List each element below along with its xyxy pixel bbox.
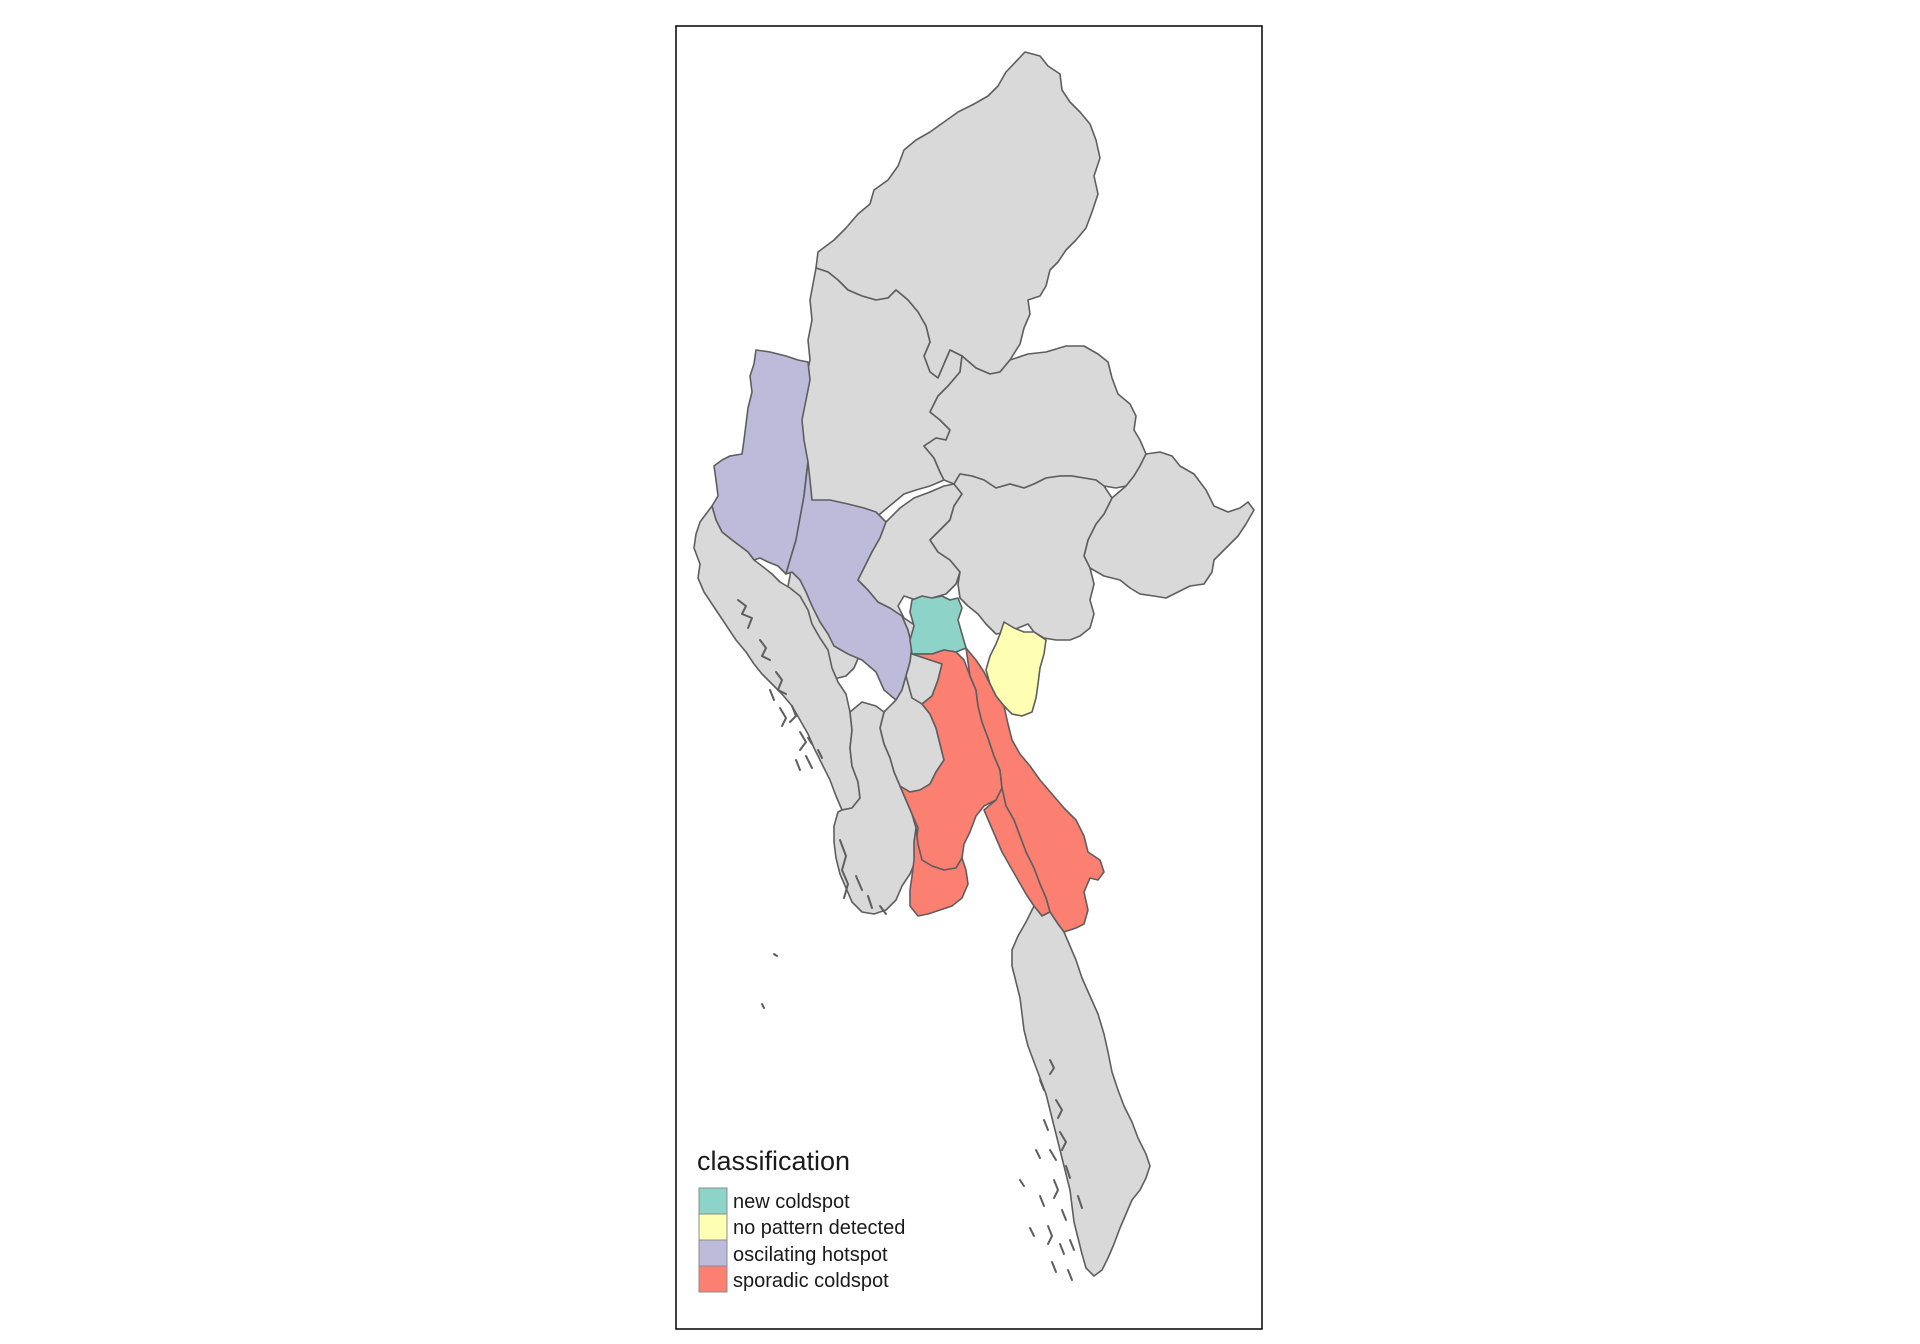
legend-label-new-coldspot: new coldspot (733, 1191, 850, 1213)
legend-item-new-coldspot: new coldspot (698, 1187, 850, 1215)
map-legend: classification new coldspot no pattern d… (697, 1146, 905, 1293)
region-naypyitaw[interactable] (909, 595, 967, 655)
legend-swatch-no-pattern-detected (698, 1213, 728, 1241)
region-tanintharyi (1011, 905, 1151, 1277)
legend-label-no-pattern-detected: no pattern detected (733, 1217, 905, 1239)
legend-item-sporadic-coldspot: sporadic coldspot (698, 1265, 889, 1293)
legend-item-oscilating-hotspot: oscilating hotspot (698, 1239, 888, 1267)
map-regions (693, 51, 1255, 1277)
coastline-islands (737, 599, 1083, 1281)
region-kayin[interactable] (965, 647, 1105, 933)
legend-swatch-oscilating-hotspot (698, 1239, 728, 1267)
legend-swatch-sporadic-coldspot (698, 1265, 728, 1293)
legend-swatch-new-coldspot (698, 1187, 728, 1215)
region-yangon[interactable] (909, 827, 969, 917)
region-ayeyarwady (833, 701, 919, 915)
legend-label-sporadic-coldspot: sporadic coldspot (733, 1270, 889, 1292)
region-shan-south (929, 473, 1113, 641)
legend-title: classification (697, 1146, 850, 1176)
region-kayah[interactable] (985, 621, 1047, 717)
legend-item-no-pattern-detected: no pattern detected (698, 1213, 905, 1241)
legend-label-oscilating-hotspot: oscilating hotspot (733, 1244, 888, 1266)
